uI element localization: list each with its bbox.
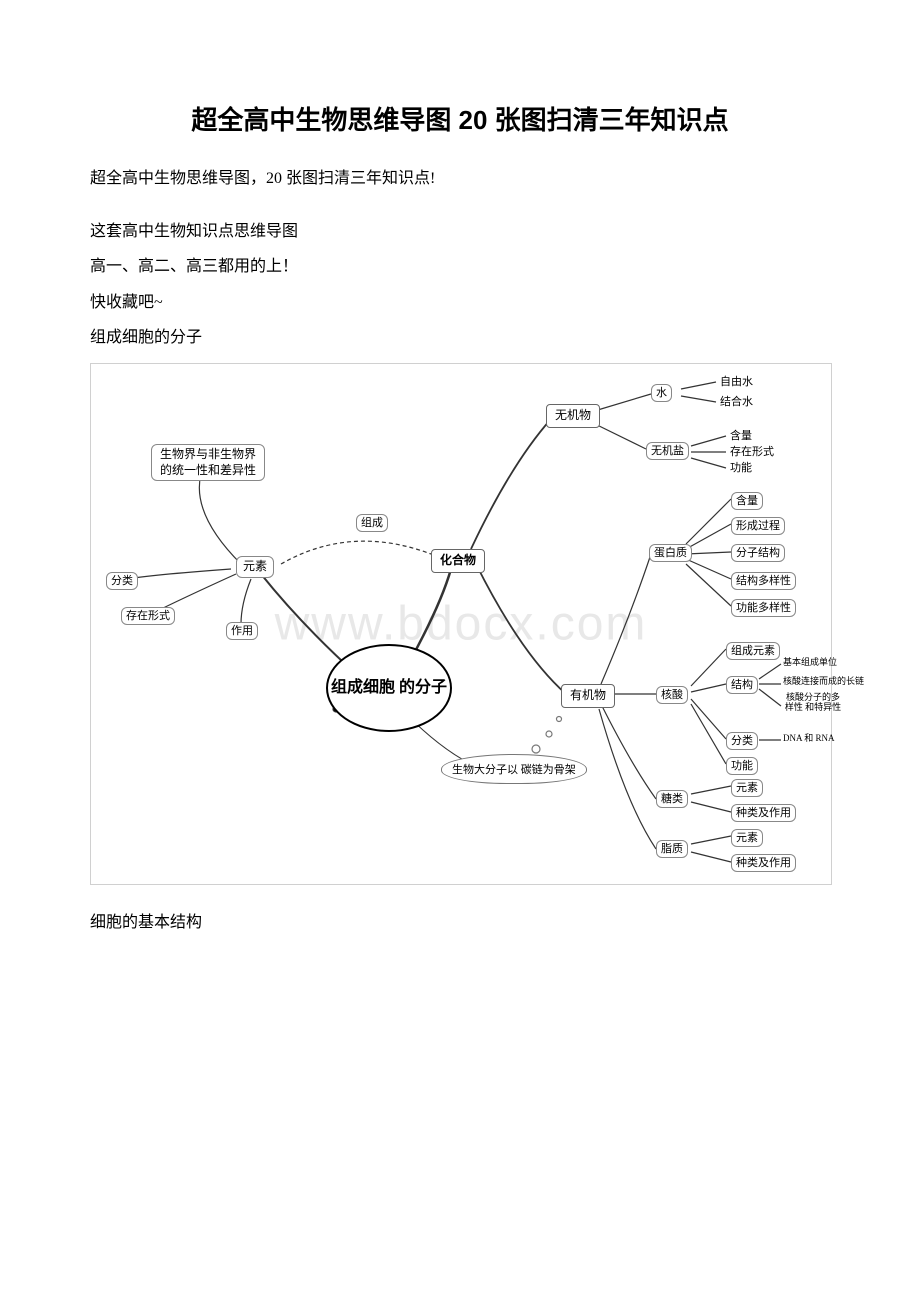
- node-nucleic-struct: 结构: [726, 676, 758, 694]
- node-cloud: 生物大分子以 碳链为骨架: [441, 754, 587, 784]
- node-inorganic: 无机物: [546, 404, 600, 428]
- node-lipid: 脂质: [656, 840, 688, 858]
- node-compound: 化合物: [431, 549, 485, 573]
- mindmap-edges: [91, 364, 831, 884]
- section-heading-1: 组成细胞的分子: [90, 320, 830, 355]
- node-sugar-a: 元素: [731, 779, 763, 797]
- node-protein-b: 形成过程: [731, 517, 785, 535]
- node-nucleic-struct-c: 核酸分子的多样性 和特异性: [779, 692, 847, 714]
- node-lipid-a: 元素: [731, 829, 763, 847]
- node-role: 作用: [226, 622, 258, 640]
- section-heading-2: 细胞的基本结构: [90, 905, 830, 940]
- node-nucleic-elem: 组成元素: [726, 642, 780, 660]
- node-sugar-b: 种类及作用: [731, 804, 796, 822]
- node-organic: 有机物: [561, 684, 615, 708]
- node-salt-func: 功能: [726, 460, 756, 476]
- node-element: 元素: [236, 556, 274, 578]
- mindmap-diagram: www.bdocx.com: [90, 363, 832, 885]
- node-unity: 生物界与非生物界 的统一性和差异性: [151, 444, 265, 481]
- node-protein-a: 含量: [731, 492, 763, 510]
- node-form: 存在形式: [121, 607, 175, 625]
- node-nucleic-func: 功能: [726, 757, 758, 775]
- node-nucleic-struct-b: 核酸连接而成的长链: [779, 675, 868, 689]
- node-salt-form: 存在形式: [726, 444, 778, 460]
- node-salt-content: 含量: [726, 428, 756, 444]
- node-nucleic-struct-a: 基本组成单位: [779, 656, 841, 670]
- intro-line-3: 高一、高二、高三都用的上！: [90, 249, 830, 284]
- node-protein-d: 结构多样性: [731, 572, 796, 590]
- document-page: 超全高中生物思维导图 20 张图扫清三年知识点 超全高中生物思维导图，20 张图…: [0, 0, 920, 1000]
- intro-line-4: 快收藏吧~: [90, 285, 830, 320]
- node-protein-e: 功能多样性: [731, 599, 796, 617]
- node-water: 水: [651, 384, 672, 402]
- node-classify: 分类: [106, 572, 138, 590]
- node-protein: 蛋白质: [649, 544, 692, 562]
- node-nucleic-classify: 分类: [726, 732, 758, 750]
- node-center: 组成细胞 的分子: [326, 644, 452, 732]
- intro-line-2: 这套高中生物知识点思维导图: [90, 214, 830, 249]
- node-compose-label: 组成: [356, 514, 388, 532]
- node-water-bound: 结合水: [716, 394, 757, 410]
- node-water-free: 自由水: [716, 374, 757, 390]
- node-nucleic-classify-a: DNA 和 RNA: [779, 732, 839, 746]
- page-title: 超全高中生物思维导图 20 张图扫清三年知识点: [90, 100, 830, 137]
- node-lipid-b: 种类及作用: [731, 854, 796, 872]
- node-protein-c: 分子结构: [731, 544, 785, 562]
- intro-line-1: 超全高中生物思维导图，20 张图扫清三年知识点!: [90, 161, 830, 196]
- node-nucleic: 核酸: [656, 686, 688, 704]
- node-salt: 无机盐: [646, 442, 689, 460]
- node-sugar: 糖类: [656, 790, 688, 808]
